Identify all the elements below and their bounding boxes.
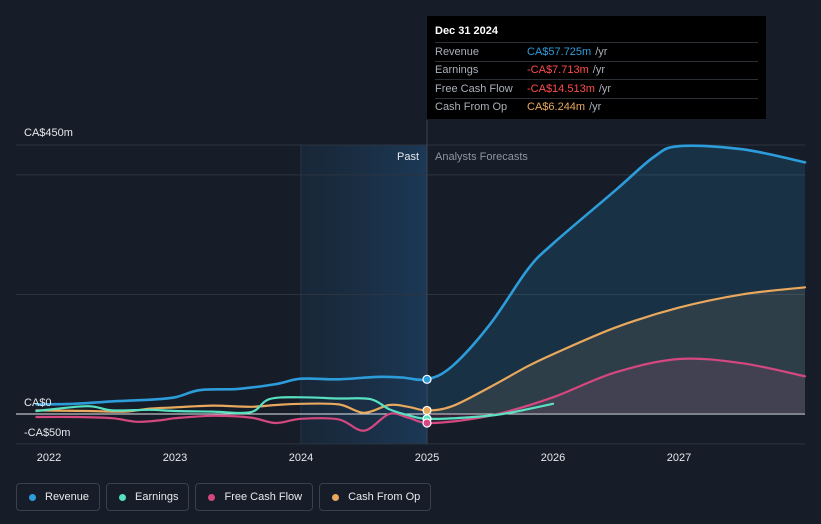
tooltip-label: Cash From Op — [435, 101, 508, 114]
x-axis-tick-label: 2026 — [541, 452, 565, 464]
legend-label: Free Cash Flow — [224, 491, 303, 503]
legend-dot-icon — [29, 493, 36, 501]
tooltip-row-free-cash-flow: Free Cash Flow -CA$14.513m /yr — [435, 79, 758, 98]
tooltip-row-earnings: Earnings -CA$7.713m /yr — [435, 60, 758, 80]
tooltip-label: Free Cash Flow — [435, 82, 513, 95]
tooltip-value: -CA$7.713m — [527, 64, 589, 77]
tooltip-unit: /yr — [598, 82, 612, 95]
free-cash-flow-marker — [422, 418, 432, 428]
tooltip-label: Revenue — [435, 45, 480, 58]
y-axis-label: CA$450m — [24, 127, 73, 139]
past-label: Past — [397, 151, 419, 163]
tooltip-unit: /yr — [592, 64, 605, 77]
free-cash-flow-line — [35, 357, 807, 432]
revenue-marker — [422, 374, 432, 384]
legend-label: Revenue — [45, 491, 90, 503]
tooltip-value: CA$57.725m — [527, 45, 592, 58]
forecast-label: Analysts Forecasts — [435, 151, 528, 163]
legend-dot-icon — [332, 493, 340, 501]
legend-label: Cash From Op — [348, 491, 421, 503]
x-axis-tick-label: 2022 — [37, 452, 61, 464]
tooltip-date: Dec 31 2024 — [435, 25, 498, 37]
revenue-line — [35, 144, 807, 406]
legend-label: Earnings — [135, 491, 179, 503]
legend-item-cash-from-op[interactable]: Cash From Op — [319, 483, 432, 511]
legend-item-earnings[interactable]: Earnings — [106, 483, 190, 511]
legend-item-free-cash-flow[interactable]: Free Cash Flow — [195, 483, 314, 511]
y-axis-label: CA$0 — [24, 397, 52, 409]
earnings-line — [35, 396, 555, 420]
x-axis-tick-label: 2024 — [289, 452, 313, 464]
cash-from-op-line — [35, 286, 807, 414]
legend-dot-icon — [119, 493, 127, 501]
tooltip-unit: /yr — [595, 45, 608, 58]
tooltip-unit: /yr — [589, 101, 602, 114]
x-axis-tick-label: 2025 — [415, 452, 439, 464]
tooltip-row-cash-from-op: Cash From Op CA$6.244m /yr — [435, 97, 758, 117]
tooltip-label: Earnings — [435, 64, 479, 77]
tooltip: Dec 31 2024 Revenue CA$57.725m /yr Earni… — [427, 16, 766, 119]
chart-canvas[interactable]: CA$450m CA$0 -CA$50m 2022 2023 2024 2025 2026 20… — [0, 0, 821, 480]
cash-from-op-area — [427, 287, 805, 414]
legend-dot-icon — [208, 493, 216, 501]
tooltip-value: -CA$14.513m — [527, 82, 595, 95]
tooltip-value: CA$6.244m — [527, 101, 586, 114]
legend-item-revenue[interactable]: Revenue — [16, 483, 101, 511]
y-axis-label: -CA$50m — [24, 427, 70, 439]
x-axis-tick-label: 2027 — [667, 452, 691, 464]
cash-from-op-marker — [422, 405, 432, 416]
legend: Revenue Earnings Free Cash Flow Cash Fro… — [16, 483, 432, 511]
revenue-area — [427, 145, 805, 415]
x-axis-tick-label: 2023 — [163, 452, 187, 464]
free-cash-flow-area — [427, 358, 805, 423]
tooltip-row-revenue: Revenue CA$57.725m /yr — [435, 42, 758, 61]
